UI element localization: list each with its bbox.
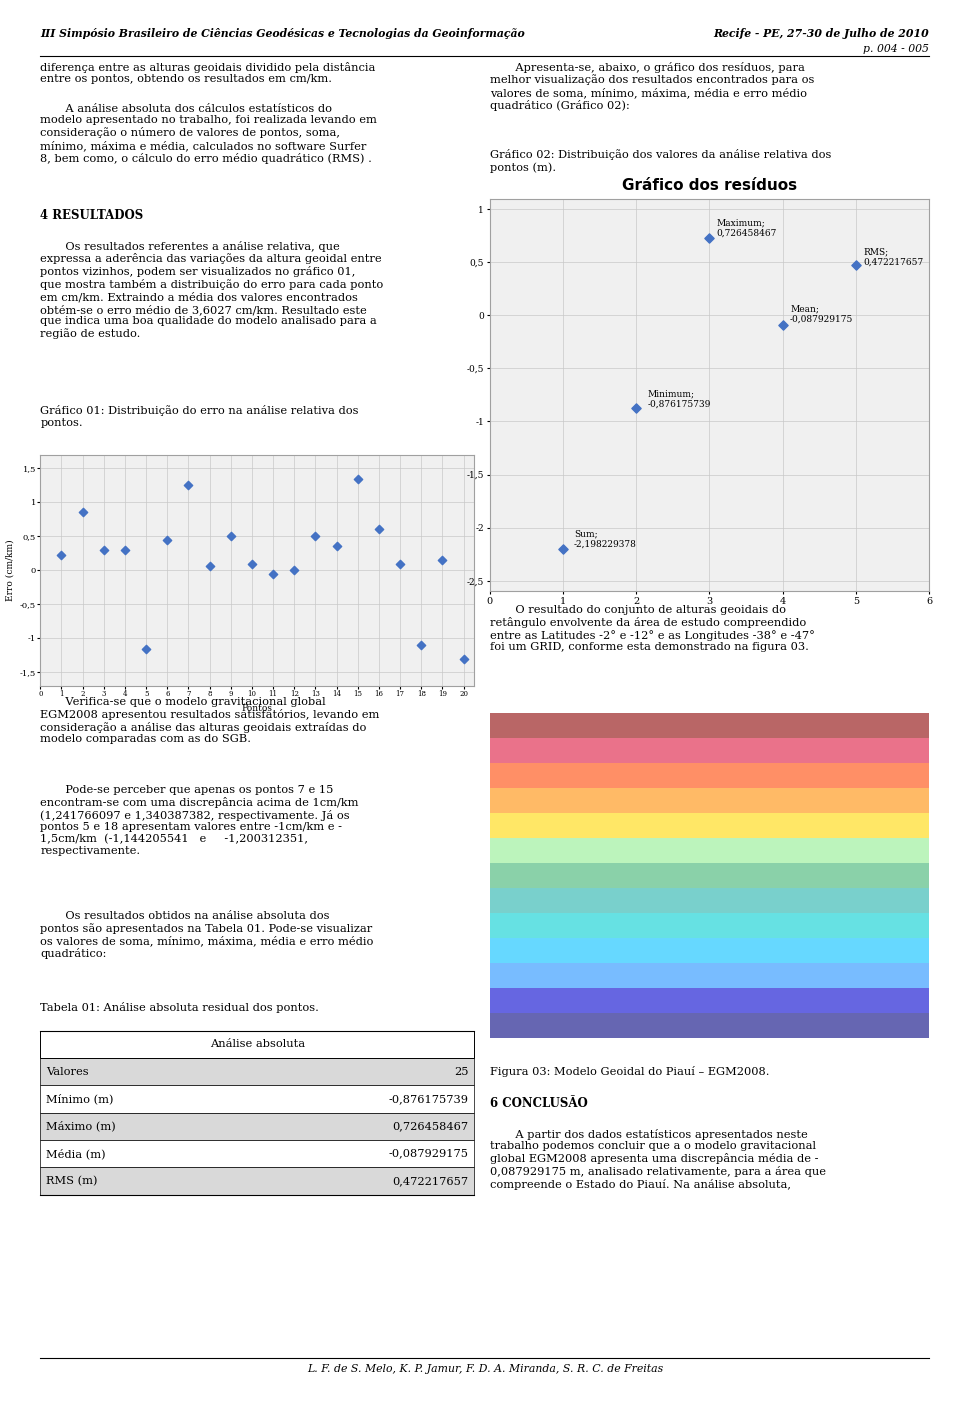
Point: [180, 474, 196, 497]
Text: Maximum;
0,726458467: Maximum; 0,726458467: [717, 219, 778, 237]
Text: Pode-se perceber que apenas os pontos 7 e 15
encontram-se com uma discrepância a: Pode-se perceber que apenas os pontos 7 …: [40, 786, 359, 856]
Text: diferença entre as alturas geoidais dividido pela distância
entre os pontos, obt: diferença entre as alturas geoidais divi…: [40, 62, 375, 84]
Text: Gráfico 01: Distribuição do erro na análise relativa dos
pontos.: Gráfico 01: Distribuição do erro na anál…: [40, 405, 359, 428]
Point: [350, 467, 366, 490]
Text: Minimum;
-0,876175739: Minimum; -0,876175739: [647, 390, 710, 408]
Point: [266, 563, 281, 585]
Text: -0,876175739: -0,876175739: [389, 1094, 468, 1104]
Bar: [490, 812, 929, 838]
Bar: [490, 913, 929, 939]
Bar: [490, 713, 929, 738]
Point: [414, 634, 429, 657]
Point: [75, 501, 90, 523]
Text: O resultado do conjunto de alturas geoidais do
retângulo envolvente da área de e: O resultado do conjunto de alturas geoid…: [490, 606, 814, 652]
Point: [456, 648, 471, 671]
Point: [308, 525, 324, 547]
Text: L. F. de S. Melo, K. P. Jamur, F. D. A. Miranda, S. R. C. de Freitas: L. F. de S. Melo, K. P. Jamur, F. D. A. …: [306, 1364, 663, 1374]
Text: Verifica-se que o modelo gravitacional global
EGM2008 apresentou resultados sati: Verifica-se que o modelo gravitacional g…: [40, 697, 380, 745]
Bar: [490, 988, 929, 1013]
Point: [287, 558, 302, 581]
X-axis label: Pontos: Pontos: [242, 704, 273, 713]
Text: A análise absoluta dos cálculos estatísticos do
modelo apresentado no trabalho, : A análise absoluta dos cálculos estatíst…: [40, 104, 377, 164]
Text: Valores: Valores: [46, 1066, 88, 1076]
Point: [96, 539, 111, 561]
Bar: [490, 763, 929, 788]
Text: p. 004 - 005: p. 004 - 005: [863, 43, 929, 53]
Text: Os resultados referentes a análise relativa, que
expressa a aderência das variaç: Os resultados referentes a análise relat…: [40, 240, 384, 340]
Point: [372, 518, 387, 540]
Bar: [490, 888, 929, 913]
Point: [702, 227, 717, 250]
Point: [329, 536, 345, 558]
Text: Média (m): Média (m): [46, 1148, 106, 1159]
Bar: [490, 838, 929, 863]
Text: Sum;
-2,198229378: Sum; -2,198229378: [574, 529, 636, 549]
Text: A partir dos dados estatísticos apresentados neste
trabalho podemos concluir que: A partir dos dados estatísticos apresent…: [490, 1129, 826, 1190]
Point: [223, 525, 238, 547]
Point: [202, 554, 217, 577]
Point: [393, 553, 408, 575]
Bar: [490, 962, 929, 988]
Point: [775, 313, 790, 335]
Text: 0,472217657: 0,472217657: [393, 1176, 468, 1186]
Text: -0,087929175: -0,087929175: [389, 1149, 468, 1159]
Text: Máximo (m): Máximo (m): [46, 1121, 116, 1132]
Text: RMS (m): RMS (m): [46, 1176, 98, 1186]
Text: Mean;
-0,087929175: Mean; -0,087929175: [790, 304, 853, 324]
Text: 4 RESULTADOS: 4 RESULTADOS: [40, 209, 144, 222]
Point: [138, 637, 154, 659]
Title: Gráfico dos resíduos: Gráfico dos resíduos: [622, 178, 797, 194]
Text: Apresenta-se, abaixo, o gráfico dos resíduos, para
melhor visualização dos resul: Apresenta-se, abaixo, o gráfico dos resí…: [490, 62, 814, 111]
Text: RMS;
0,472217657: RMS; 0,472217657: [863, 247, 924, 267]
Text: Tabela 01: Análise absoluta residual dos pontos.: Tabela 01: Análise absoluta residual dos…: [40, 1003, 319, 1013]
Bar: [490, 939, 929, 962]
Text: 6 CONCLUSÃO: 6 CONCLUSÃO: [490, 1097, 588, 1110]
Point: [117, 539, 132, 561]
Text: Figura 03: Modelo Geoidal do Piauí – EGM2008.: Figura 03: Modelo Geoidal do Piauí – EGM…: [490, 1066, 769, 1076]
Point: [555, 537, 570, 560]
Bar: [490, 738, 929, 763]
Point: [435, 549, 450, 571]
Bar: [490, 788, 929, 812]
Point: [849, 254, 864, 276]
Text: Os resultados obtidos na análise absoluta dos
pontos são apresentados na Tabela : Os resultados obtidos na análise absolut…: [40, 912, 373, 960]
Text: 0,726458467: 0,726458467: [393, 1121, 468, 1131]
Text: III Simpósio Brasileiro de Ciências Geodésicas e Tecnologias da Geoinformação: III Simpósio Brasileiro de Ciências Geod…: [40, 28, 525, 39]
Text: Mínimo (m): Mínimo (m): [46, 1093, 113, 1104]
Bar: [490, 1013, 929, 1038]
Text: Recife - PE, 27-30 de Julho de 2010: Recife - PE, 27-30 de Julho de 2010: [713, 28, 929, 39]
Point: [629, 397, 644, 419]
Point: [54, 544, 69, 567]
Point: [159, 529, 175, 551]
Text: Análise absoluta: Análise absoluta: [209, 1040, 305, 1049]
Point: [244, 553, 259, 575]
Text: 25: 25: [454, 1066, 468, 1076]
Y-axis label: Erro (cm/km): Erro (cm/km): [6, 540, 14, 600]
Bar: [490, 863, 929, 888]
Text: Gráfico 02: Distribuição dos valores da análise relativa dos
pontos (m).: Gráfico 02: Distribuição dos valores da …: [490, 149, 831, 173]
